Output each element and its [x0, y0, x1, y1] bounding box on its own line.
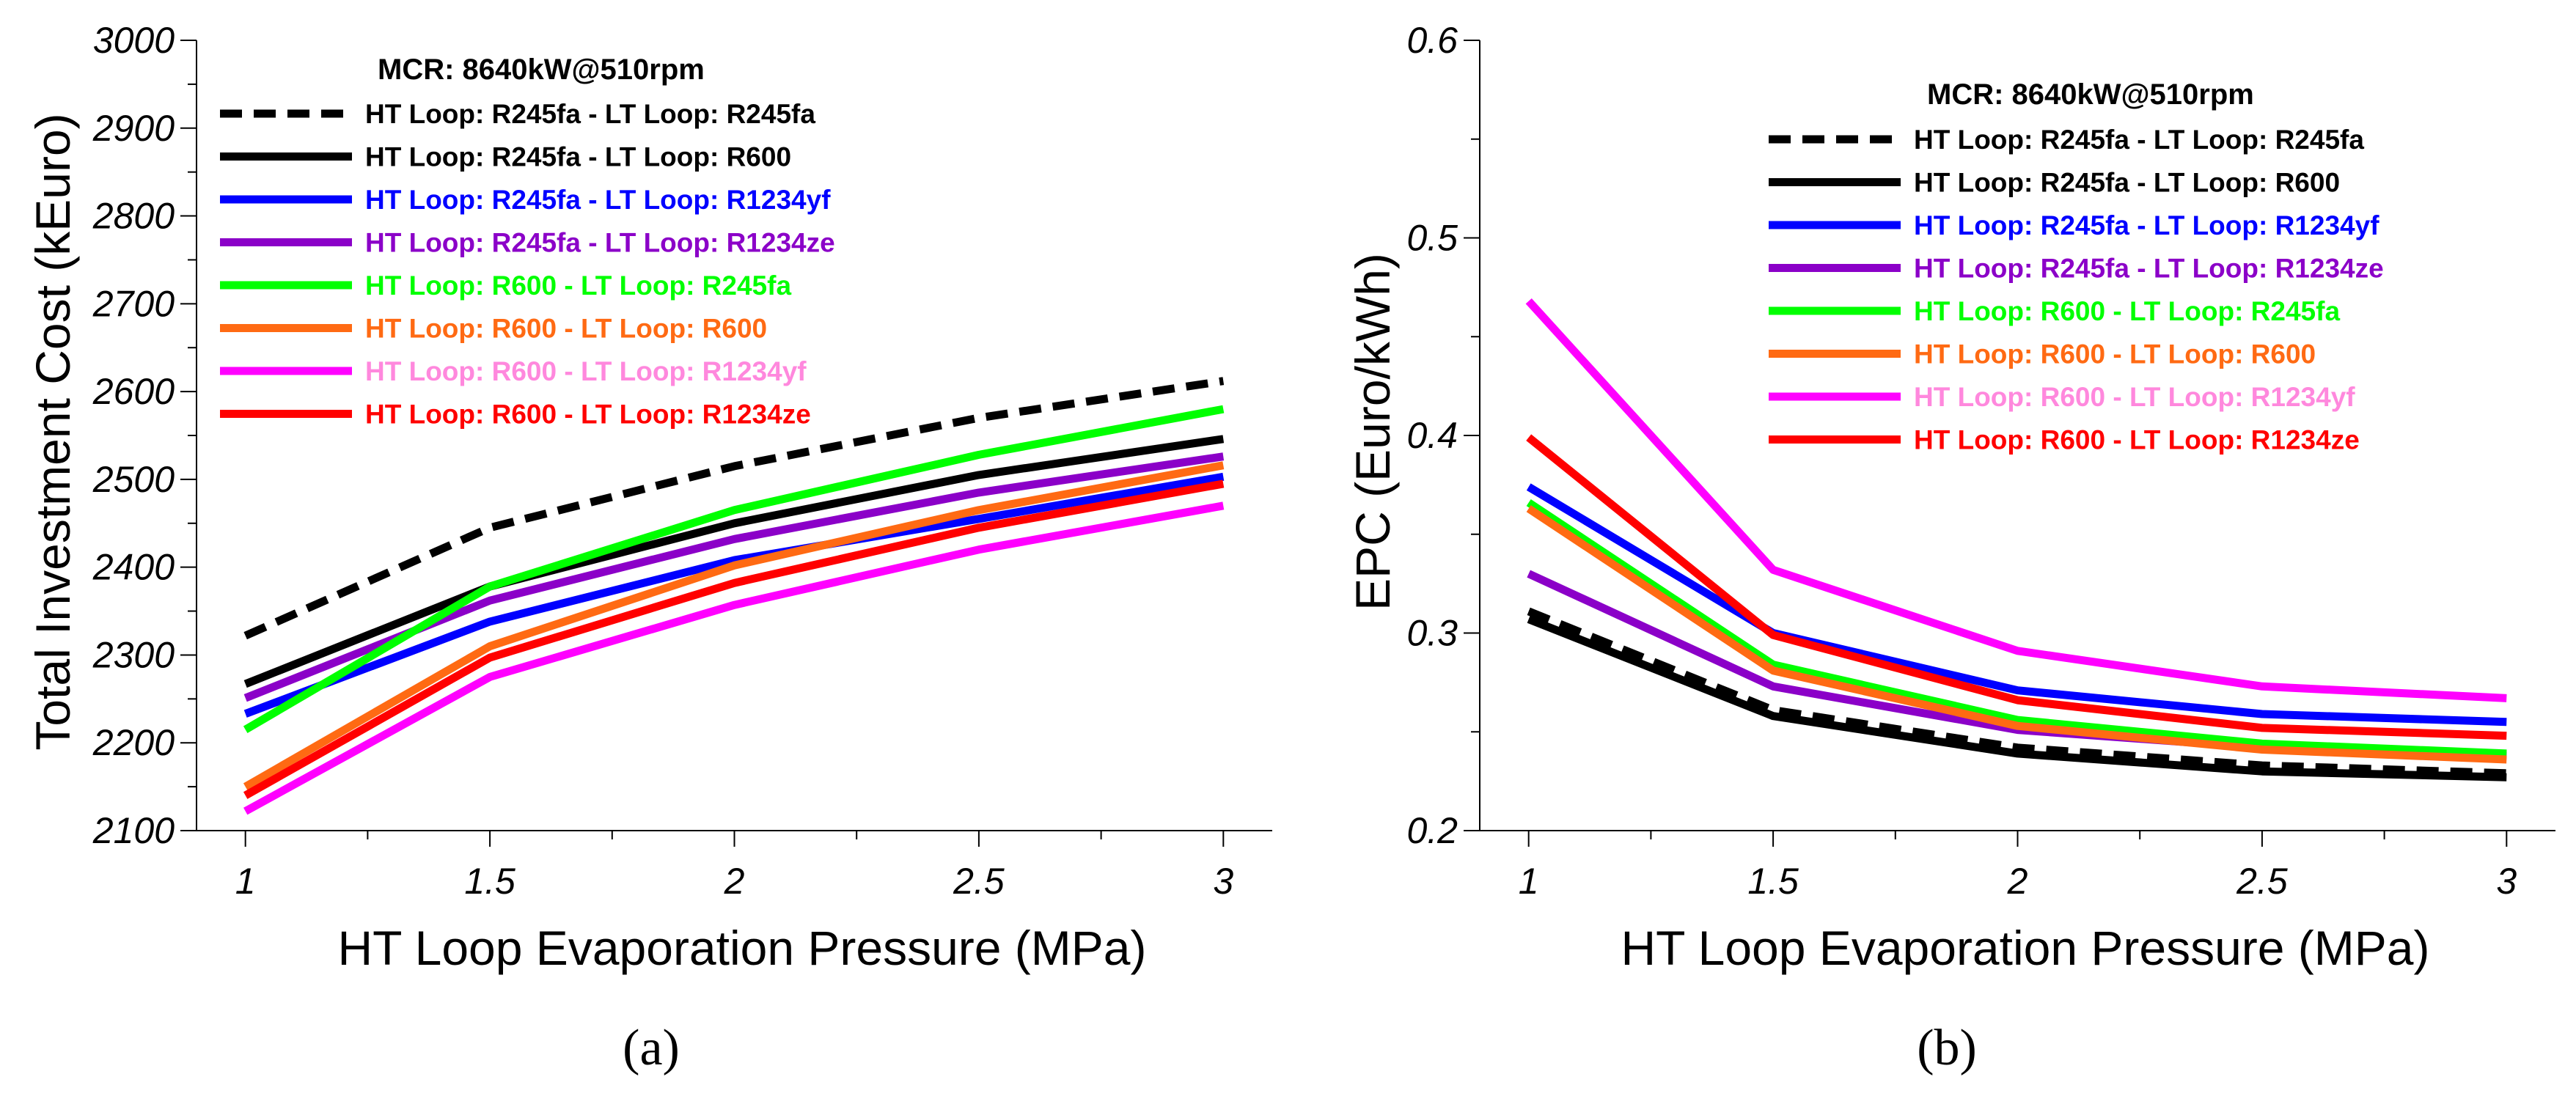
series-line-a-7: [243, 501, 1225, 815]
y-axis-label-b: EPC (Euro/kWh): [1346, 253, 1400, 611]
series-line-a-2: [243, 435, 1225, 688]
legend-label-b-2: HT Loop: R245fa - LT Loop: R600: [1914, 168, 2340, 198]
y-tick-label-a: 2200: [92, 722, 175, 763]
x-tick-label-b: 2: [2007, 861, 2028, 902]
series-line-a-1: [243, 377, 1225, 640]
y-tick-label-a: 2600: [92, 371, 175, 412]
caption-b: (b): [1917, 1020, 1977, 1076]
chart-panel-b: 0.2 0.3 0.4 0.5 0.6 1 1.5 2 2.5 3 HT Loop Evapora…: [1346, 20, 2555, 1076]
x-tick-label-a: 1.5: [464, 861, 515, 902]
x-tick-label-a: 2: [724, 861, 745, 902]
axes-b: [1464, 40, 2555, 847]
legend-label-b-5: HT Loop: R600 - LT Loop: R245fa: [1914, 296, 2340, 326]
x-axis-label-b: HT Loop Evaporation Pressure (MPa): [1621, 921, 2430, 975]
axes-a: [180, 40, 1272, 847]
y-tick-label-a: 2300: [92, 634, 175, 675]
legend-title-a: MCR: 8640kW@510rpm: [378, 54, 705, 86]
series-line-a-6: [243, 461, 1225, 790]
series-line-b-1: [1527, 607, 2507, 778]
x-tick-label-b: 2.5: [2236, 861, 2288, 902]
x-tick-label-a: 2.5: [953, 861, 1005, 902]
legend-label-a-1: HT Loop: R245fa - LT Loop: R245fa: [365, 99, 815, 129]
legend-a: HT Loop: R245fa - LT Loop: R245fa HT Loop…: [220, 99, 835, 430]
legend-label-a-6: HT Loop: R600 - LT Loop: R600: [365, 314, 767, 344]
legend-title-b: MCR: 8640kW@510rpm: [1927, 78, 2254, 111]
y-tick-label-a: 2100: [92, 810, 175, 851]
chart-panel-a: 2100 2200 2300 2400 2500 2600 2700 2800 2900 3000…: [26, 20, 1272, 1076]
legend-label-b-3: HT Loop: R245fa - LT Loop: R1234yf: [1914, 210, 2379, 240]
series-line-b-8: [1526, 434, 2507, 740]
x-tick-label-b: 1: [1519, 861, 1539, 902]
y-axis-label-a: Total Investment Cost (kEuro): [26, 113, 80, 750]
x-tick-label-b: 3: [2496, 861, 2517, 902]
y-tick-label-b: 0.3: [1406, 613, 1458, 654]
series-line-a-5: [243, 405, 1225, 734]
x-tick-label-a: 3: [1213, 861, 1233, 902]
legend-label-b-8: HT Loop: R600 - LT Loop: R1234ze: [1914, 425, 2360, 455]
legend-label-a-5: HT Loop: R600 - LT Loop: R245fa: [365, 271, 791, 301]
legend-b: HT Loop: R245fa - LT Loop: R245fa HT Loop…: [1769, 125, 2384, 455]
series-line-b-5: [1526, 499, 2507, 758]
x-axis-label-a: HT Loop Evaporation Pressure (MPa): [338, 921, 1147, 975]
legend-label-a-8: HT Loop: R600 - LT Loop: R1234ze: [365, 400, 811, 430]
series-lines-a: [243, 377, 1225, 815]
legend-label-a-7: HT Loop: R600 - LT Loop: R1234yf: [365, 356, 807, 386]
y-tick-label-b: 0.4: [1406, 415, 1458, 456]
caption-a: (a): [623, 1020, 680, 1076]
x-tick-label-b: 1.5: [1747, 861, 1799, 902]
y-tick-label-b: 0.6: [1406, 20, 1458, 61]
y-tick-label-a: 2500: [92, 459, 175, 500]
y-tick-label-a: 2700: [92, 283, 175, 324]
y-tick-label-b: 0.5: [1406, 218, 1458, 259]
tick-labels-b: 0.2 0.3 0.4 0.5 0.6 1 1.5 2 2.5 3: [1406, 20, 2517, 902]
series-lines-b: [1525, 298, 2507, 781]
series-line-a-3: [243, 472, 1225, 718]
y-tick-label-a: 2400: [92, 547, 175, 588]
series-line-b-3: [1526, 483, 2507, 727]
y-tick-label-a: 3000: [93, 20, 175, 61]
y-tick-label-a: 2900: [92, 108, 175, 149]
legend-label-a-3: HT Loop: R245fa - LT Loop: R1234yf: [365, 185, 831, 215]
legend-label-b-1: HT Loop: R245fa - LT Loop: R245fa: [1914, 125, 2364, 155]
y-tick-label-a: 2800: [92, 196, 175, 237]
series-line-b-6: [1526, 505, 2507, 764]
legend-label-b-6: HT Loop: R600 - LT Loop: R600: [1914, 339, 2316, 369]
legend-label-b-4: HT Loop: R245fa - LT Loop: R1234ze: [1914, 254, 2384, 284]
legend-label-a-4: HT Loop: R245fa - LT Loop: R1234ze: [365, 228, 835, 258]
series-line-b-7: [1525, 298, 2507, 702]
legend-label-a-2: HT Loop: R245fa - LT Loop: R600: [365, 142, 791, 172]
y-tick-label-b: 0.2: [1406, 810, 1458, 851]
series-line-b-2: [1527, 615, 2507, 781]
series-line-a-8: [243, 479, 1225, 799]
legend-label-b-7: HT Loop: R600 - LT Loop: R1234yf: [1914, 382, 2355, 412]
x-tick-label-a: 1: [235, 861, 256, 902]
tick-labels-a: 2100 2200 2300 2400 2500 2600 2700 2800 2900 3000…: [92, 20, 1234, 902]
